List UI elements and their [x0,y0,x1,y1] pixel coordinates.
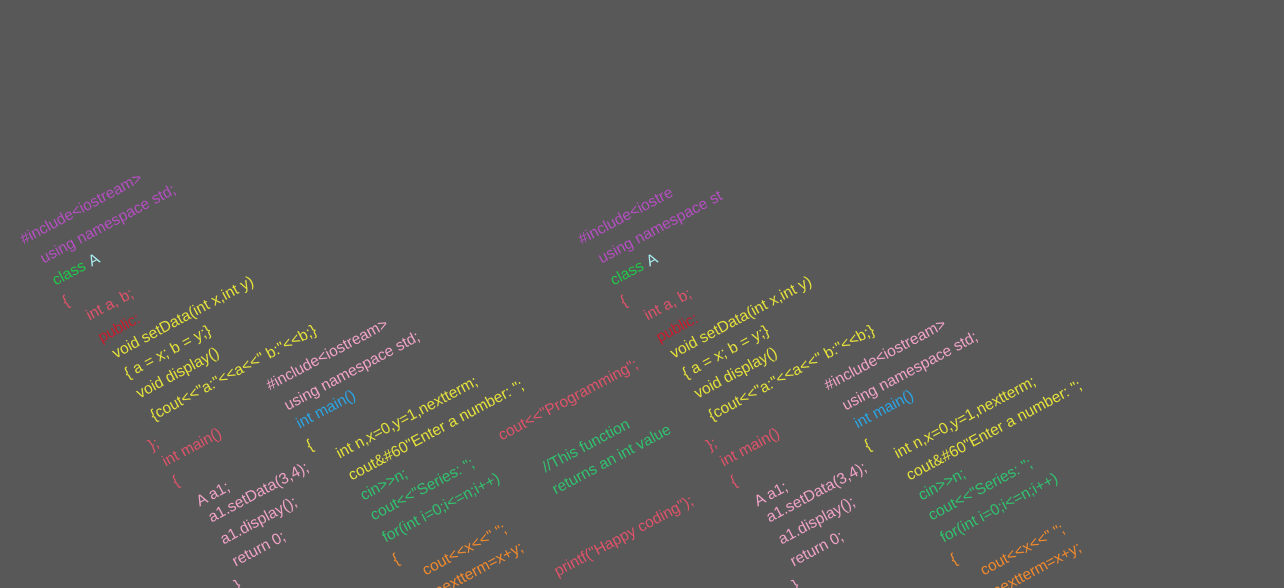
class-open-brace: { [59,292,73,311]
main-close-brace: } [789,576,803,588]
class-keyword: class [607,257,647,290]
main-signature: int main() [717,424,783,471]
main-close-brace: } [231,576,245,588]
loop-open-brace: { [389,550,403,569]
loop-open-brace: { [947,550,961,569]
class-keyword: class [49,257,89,290]
class-open-brace: { [617,292,631,311]
class-name: A [85,250,103,271]
class-name: A [643,250,661,271]
main-open-brace-2: { [861,436,875,455]
main-signature: int main() [159,424,225,471]
class-close-brace: }; [145,434,162,455]
main-open-brace-2: { [303,436,317,455]
main-open-brace: { [727,472,741,491]
class-close-brace: }; [703,434,720,455]
main-open-brace: { [169,472,183,491]
code-block-right: #include<iostre using namespace st class… [558,0,1284,588]
